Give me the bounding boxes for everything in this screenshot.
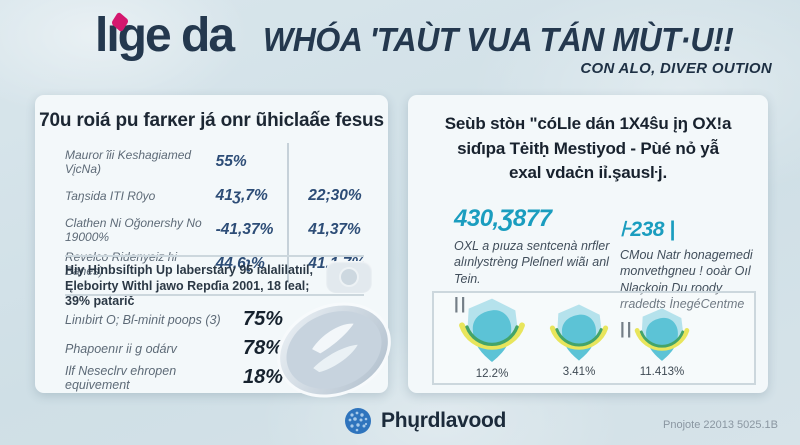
table-row: Clathen Ni Oğonershy No 19000% -41,37% 4… — [65, 213, 375, 247]
row-label: Taŋsida ITI R0yo — [65, 189, 156, 203]
hexagon-shape-1: 12.2% — [450, 297, 534, 380]
row-value-2: 22;30% — [308, 187, 362, 204]
comparison-table: Mauror ĩii Keshagiamed VįcNa) 55% Taŋsid… — [65, 145, 375, 281]
tally-mark: || — [454, 293, 468, 313]
row-label: Clathen Ni Oğonershy No 19000% — [65, 216, 202, 244]
divider — [65, 294, 364, 296]
row-label: Mauror ĩii Keshagiamed VįcNa) — [65, 148, 192, 176]
table-row: Taŋsida ITI R0yo 41ʒ,7% 22;30% — [65, 179, 375, 213]
reference-number: Pnojote 22013 5025.1B — [663, 419, 778, 431]
row-value-1: -41,37% — [215, 221, 274, 238]
shape-percentage-label: 11.413% — [639, 366, 685, 378]
globe-icon — [345, 408, 371, 434]
left-panel-title: 70u roiá pu farĸer já onr ũhiclaấe fesus — [39, 110, 384, 131]
row-value-1: 44,6ʅ% — [215, 255, 265, 272]
list-item: Phapoenır ii g odárv 78% — [65, 334, 320, 363]
shape-percentage-label: 12.2% — [475, 368, 509, 380]
hexagon-drop-icon — [459, 298, 525, 362]
stat-value: 78% — [243, 337, 284, 359]
hexagon-shape-3: 11.413% — [628, 307, 696, 378]
list-item: Ilf Neseclrv ehropen equivement 18% — [65, 363, 320, 392]
stat-value: 75% — [243, 308, 284, 330]
stats-list: Linıbirt O; Bſ-minit poops (3) 75% Phapo… — [65, 305, 320, 392]
stat-label: Phapoenır ii g odárv — [65, 341, 177, 356]
pictorial-chart-box: 12.2% 3.41% 11.413% — [432, 291, 756, 385]
tally-mark: || — [620, 319, 634, 338]
left-panel: 70u roiá pu farĸer já onr ũhiclaấe fesus… — [35, 95, 391, 398]
brand-name: Phųrdlavood — [381, 409, 507, 432]
divider — [65, 255, 364, 257]
footer-brand: Phųrdlavood — [344, 407, 506, 435]
stat-number: ⊦238 | — [620, 218, 675, 241]
stat-number: 430,Ʒ877 — [454, 205, 552, 232]
row-value-2: 41,37% — [308, 221, 361, 238]
page-subtitle: CON ALO, DIVER OUTION — [580, 60, 772, 77]
stat-label: Ilf Neseclrv ehropen equivement — [65, 363, 177, 392]
hexagon-drop-icon — [549, 304, 609, 361]
row-label: Revelco Ridenyeiz hi Banes) — [65, 250, 178, 278]
table-row: Mauror ĩii Keshagiamed VįcNa) 55% — [65, 145, 375, 179]
coin-medallion-icon — [270, 293, 398, 407]
hexagon-shape-2: 3.41% — [542, 303, 616, 378]
stat-value: 18% — [243, 366, 284, 388]
row-value-1: 55% — [215, 153, 247, 170]
shape-percentage-label: 3.41% — [562, 366, 596, 378]
right-panel: Seùb stòн "cóLle dán 1X4ŝu įŋ OX!a siɗıp… — [408, 95, 768, 393]
big-stat-1: 430,Ʒ877 OXL a pıuza sentcenà nrfler alı… — [454, 205, 616, 314]
stat-label: Linıbirt O; Bſ-minit poops (3) — [65, 312, 221, 327]
table-column-divider — [287, 143, 289, 283]
row-value-1: 41ʒ,7% — [215, 187, 268, 204]
stat-description: OXL a pıuza sentcenà nrfler alınlystrèng… — [454, 239, 610, 286]
camera-toggle-icon — [326, 261, 372, 293]
footnote-text: Hiy Hinbsiſtiph Up laberstary 95 ialalil… — [65, 263, 313, 309]
right-panel-title: Seùb stòн "cóLle dán 1X4ŝu įŋ OX!a siɗıp… — [408, 95, 768, 186]
title-line: exal vdaċn iỉ.şausŀj. — [509, 163, 667, 183]
title-line: Seùb stòн "cóLle dán 1X4ŝu įŋ OX!a — [444, 114, 732, 133]
table-row: Revelco Ridenyeiz hi Banes) 44,6ʅ% 41.1.… — [65, 247, 375, 281]
title-line: siɗıpa Tėitḥ Mestiyod - Pùé nỏ yẫ — [457, 138, 719, 158]
page-title: WHÓA 'TAÙT VUA TÁN MÙT·U!! — [263, 21, 734, 58]
hexagon-drop-icon — [634, 308, 690, 361]
list-item: Linıbirt O; Bſ-minit poops (3) 75% — [65, 305, 320, 334]
